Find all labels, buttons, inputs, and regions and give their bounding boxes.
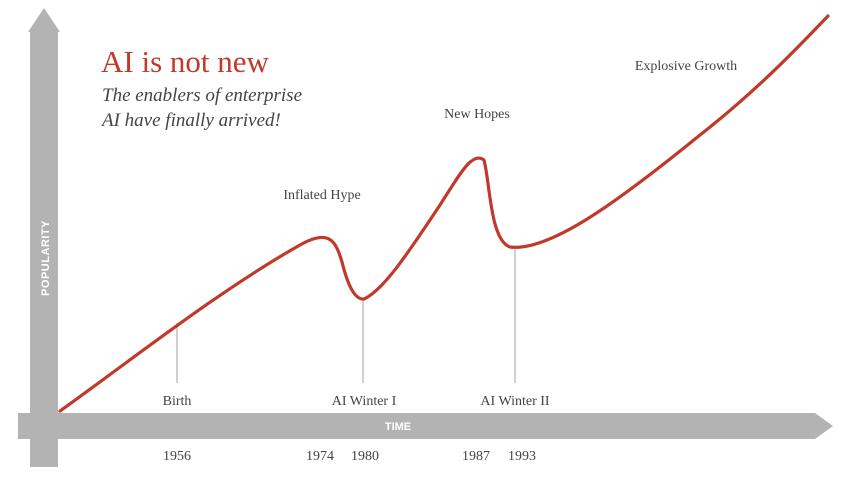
x-axis-label: TIME <box>385 421 411 433</box>
y-axis <box>28 8 60 467</box>
annotation-birth: Birth <box>163 394 192 409</box>
annotation-ai-winter-2: AI Winter II <box>480 394 549 409</box>
x-tick-1974: 1974 <box>306 449 334 464</box>
x-tick-1956: 1956 <box>163 449 191 464</box>
x-axis <box>18 413 833 439</box>
annotation-new-hopes: New Hopes <box>444 107 510 122</box>
chart-subtitle-line2: AI have finally arrived! <box>100 110 281 131</box>
annotation-ai-winter-1: AI Winter I <box>332 394 397 409</box>
annotation-explosive-growth: Explosive Growth <box>635 59 737 74</box>
y-axis-label: POPULARITY <box>40 220 52 296</box>
x-tick-1993: 1993 <box>508 449 536 464</box>
chart-subtitle-line1: The enablers of enterprise <box>102 85 302 106</box>
x-tick-1980: 1980 <box>351 449 379 464</box>
popularity-line <box>58 14 830 413</box>
annotation-inflated-hype: Inflated Hype <box>283 188 360 203</box>
chart-title: AI is not new <box>101 44 270 79</box>
x-tick-1987: 1987 <box>462 449 490 464</box>
